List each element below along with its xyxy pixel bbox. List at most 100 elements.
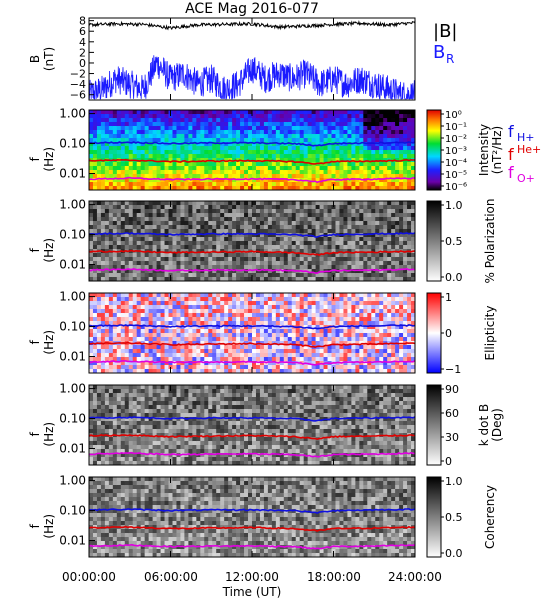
legend-br-subscript: R	[446, 52, 454, 66]
y-axis-unit: (Hz)	[42, 422, 56, 447]
y-axis-unit: (Hz)	[42, 238, 56, 263]
x-tick-label: 06:00:00	[144, 570, 198, 584]
colorbar-unit: (Deg)	[490, 408, 504, 442]
y-tick-label: 1.00	[59, 107, 86, 121]
colorbar-tick-label: 0	[445, 327, 452, 340]
colorbar-tick-label: 10⁰	[445, 110, 462, 121]
colorbar-label: k dot B	[477, 404, 491, 446]
colorbar-label: Intensity	[477, 124, 491, 176]
y-axis-label: f (Hz)	[28, 147, 56, 172]
y-axis-name: f	[28, 339, 42, 344]
y-tick-label: 8	[79, 15, 86, 28]
colorbar-label: Coherency	[483, 485, 497, 549]
y-tick-label: 1.00	[59, 382, 86, 396]
gyrofrequency-line-fHe	[88, 158, 416, 165]
colorbar	[426, 476, 442, 558]
legend-fH-index: H+	[517, 131, 535, 144]
colorbar-label: % Polarization	[483, 199, 497, 284]
legend-br: B	[433, 42, 445, 63]
colorbar-tick-label: 1.0	[445, 475, 463, 488]
gyrofrequency-line-fH	[88, 324, 416, 330]
colorbar	[426, 384, 442, 466]
legend-fHe: f	[508, 145, 514, 164]
gyrofrequency-line-fO	[88, 451, 416, 458]
y-axis-unit: (Hz)	[42, 147, 56, 172]
gyrofrequency-line-fHe	[88, 249, 416, 256]
y-axis-name: f	[28, 523, 42, 528]
panel-polarization: 1.00 0.10 0.01 1.0 0.5 0.0 % Polarization	[59, 198, 497, 284]
series-bmag-line	[88, 20, 416, 31]
y-tick-label: 0	[79, 57, 86, 70]
y-axis-unit: (Hz)	[42, 514, 56, 539]
y-axis-name: f	[28, 247, 42, 252]
gyrofrequency-line-fH	[88, 508, 416, 514]
x-tick-label: 12:00:00	[225, 570, 279, 584]
y-tick-label: 0.01	[59, 442, 86, 456]
colorbar-tick-label: 10⁻⁶	[445, 182, 467, 193]
x-axis-label: Time (UT)	[222, 585, 282, 599]
colorbar-tick-label: 0.0	[445, 271, 463, 284]
y-tick-label: −2	[70, 68, 86, 81]
colorbar-tick-label: 10⁻¹	[445, 122, 467, 133]
gyrofrequency-line-fH	[88, 141, 416, 147]
y-tick-label: 1.00	[59, 198, 86, 212]
y-tick-label: 4	[79, 36, 86, 49]
colorbar-tick-label: 1	[445, 291, 452, 304]
y-tick-label: 0.01	[59, 350, 86, 364]
colorbar-unit: (nT²/Hz)	[490, 126, 504, 174]
y-axis-label: f (Hz)	[28, 330, 56, 355]
y-axis-label: f (Hz)	[28, 422, 56, 447]
y-axis-label: B (nT)	[28, 47, 56, 71]
y-tick-label: 0.01	[59, 534, 86, 548]
gyrofrequency-line-fO	[88, 267, 416, 275]
gyrofrequency-line-fHe	[88, 434, 416, 441]
legend-fO-index: O+	[517, 172, 535, 185]
series-br-line	[88, 55, 416, 100]
y-tick-label: 0.01	[59, 258, 86, 272]
colorbar-tick-label: 0	[445, 455, 452, 468]
legend-fHe-index: He+	[517, 143, 541, 156]
x-tick-label: 18:00:00	[307, 570, 361, 584]
y-axis-name: f	[28, 431, 42, 436]
colorbar-tick-label: 0.5	[445, 511, 463, 524]
y-axis-name: f	[28, 156, 42, 161]
spectrogram-texture	[89, 201, 416, 282]
y-tick-label: −4	[70, 78, 86, 91]
figure-title: ACE Mag 2016-077	[185, 1, 319, 17]
gyrofrequency-line-fO	[88, 176, 416, 184]
colorbar-tick-label: 10⁻²	[445, 134, 467, 145]
colorbar-tick-label: 1.0	[445, 199, 463, 212]
y-axis-name: B	[28, 55, 42, 63]
legend-fO: f	[508, 163, 514, 182]
y-tick-label: 6	[79, 25, 86, 38]
y-tick-label: 0.10	[59, 504, 86, 518]
y-axis-label: f (Hz)	[28, 514, 56, 539]
colorbar-tick-label: −1	[445, 363, 461, 376]
colorbar-tick-label: 60	[445, 407, 459, 420]
y-tick-label: 0.01	[59, 167, 86, 181]
panel-kdotb: 1.00 0.10 0.01 90 60 30 0 k dot B (Deg)	[59, 382, 504, 468]
colorbar-tick-label: 0.0	[445, 547, 463, 560]
gyrofrequency-line-fHe	[88, 341, 416, 349]
legend-fH: f	[508, 122, 514, 141]
y-tick-label: 0.10	[59, 137, 86, 151]
y-axis-unit: (Hz)	[42, 330, 56, 355]
y-tick-label: 0.10	[59, 228, 86, 242]
spectrogram-texture	[89, 477, 416, 558]
y-axis-label: f (Hz)	[28, 238, 56, 263]
y-tick-label: 0.10	[59, 320, 86, 334]
colorbar-tick-label: 10⁻⁴	[445, 158, 467, 169]
y-tick-label: 2	[79, 46, 86, 59]
colorbar-tick-label: 10⁻⁵	[445, 170, 467, 181]
colorbar-label: Ellipticity	[483, 306, 497, 361]
gyrofrequency-line-fHe	[88, 525, 416, 532]
y-axis-unit: (nT)	[42, 47, 56, 71]
gyrofrequency-line-fO	[88, 543, 416, 550]
colorbar-tick-label: 0.5	[445, 235, 463, 248]
colorbar	[426, 292, 442, 374]
y-tick-label: −6	[70, 89, 86, 102]
colorbar	[426, 200, 442, 282]
